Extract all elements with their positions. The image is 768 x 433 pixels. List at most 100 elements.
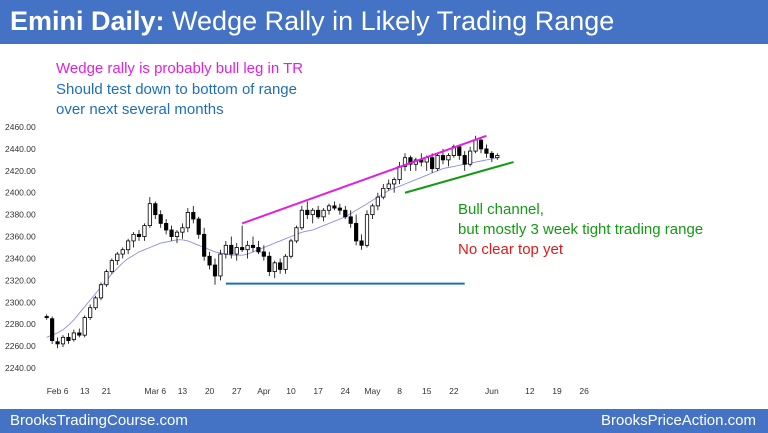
y-tick-label: 2460.00 <box>5 122 36 132</box>
bear-candle <box>457 146 462 156</box>
bear-candle <box>462 155 467 165</box>
title-bar: Emini Daily: Wedge Rally in Likely Tradi… <box>0 0 768 44</box>
bear-candle <box>478 139 484 150</box>
bear-candle <box>212 264 218 277</box>
bull-candle <box>326 205 332 211</box>
top-note-2-text: Should test down to bottom of range <box>56 81 297 98</box>
footer-left-link[interactable]: BrooksTradingCourse.com <box>10 412 188 429</box>
x-tick-label: 17 <box>313 386 323 396</box>
bull-candle <box>234 247 239 255</box>
bear-candle <box>77 332 82 336</box>
x-tick-label: 10 <box>286 386 296 396</box>
top-note-1: Wedge rally is probably bull leg in TR <box>56 58 303 79</box>
bull-candle <box>93 297 98 309</box>
bull-candle <box>174 231 180 237</box>
y-tick-label: 2320.00 <box>5 275 36 285</box>
bear-candle <box>354 222 359 242</box>
bull-candle <box>272 262 277 273</box>
bull-candle <box>392 179 397 185</box>
bear-candle <box>240 247 245 251</box>
x-tick-label: Jun <box>485 386 499 396</box>
y-tick-label: 2400.00 <box>5 188 36 198</box>
bull-candle <box>115 253 120 262</box>
bear-candle <box>359 240 364 246</box>
x-tick-label: 22 <box>449 386 459 396</box>
bull-candle <box>381 187 386 198</box>
x-tick-label: Feb 6 <box>47 386 69 396</box>
footer-right-link[interactable]: BrooksPriceAction.com <box>600 412 756 429</box>
right-note-2: but mostly 3 week tight trading range <box>458 219 703 240</box>
x-tick-label: 13 <box>80 386 90 396</box>
bull-candle <box>180 227 185 233</box>
bull-candle <box>321 209 326 218</box>
bull-candle <box>283 255 288 270</box>
bull-candle <box>386 183 391 189</box>
bull-candle <box>60 336 66 345</box>
x-tick-label: 20 <box>205 386 215 396</box>
bull-candle <box>142 225 147 237</box>
bear-candle <box>136 233 142 237</box>
bull-candle <box>375 196 380 207</box>
price-chart: 2240.00 2260.00 2280.00 2300.00 2320.00 2340.… <box>5 122 589 396</box>
bull-candle <box>71 332 76 340</box>
x-tick-label: 26 <box>579 386 589 396</box>
x-tick-label: Apr <box>257 386 270 396</box>
bear-candle <box>196 218 201 235</box>
bull-candle <box>218 253 223 277</box>
bear-candle <box>250 244 256 248</box>
right-note-1: Bull channel, <box>458 199 544 220</box>
footer-bar: BrooksTradingCourse.com BrooksPriceActio… <box>0 409 768 433</box>
bear-candle <box>66 336 71 342</box>
bull-candle <box>495 155 500 159</box>
x-tick-label: 24 <box>341 386 351 396</box>
bull-candle <box>126 240 131 251</box>
bear-candle <box>229 244 234 255</box>
x-tick-label: 8 <box>397 386 402 396</box>
bear-candle <box>316 209 321 218</box>
title-lead: Emini Daily: <box>10 6 165 36</box>
channel-trend-line <box>404 161 514 194</box>
x-tick-label: 15 <box>422 386 432 396</box>
bear-candle <box>256 247 261 253</box>
bull-candle <box>446 155 451 161</box>
y-tick-label: 2340.00 <box>5 253 36 263</box>
top-note-3: over next several months <box>56 99 224 120</box>
bull-candle <box>109 260 114 272</box>
bear-candle <box>408 157 413 165</box>
y-tick-label: 2240.00 <box>5 363 36 373</box>
bear-candle <box>305 209 310 216</box>
page-title: Emini Daily: Wedge Rally in Likely Tradi… <box>10 4 614 38</box>
y-tick-label: 2360.00 <box>5 232 36 242</box>
bear-candle <box>430 157 435 170</box>
wedge-trend-line <box>241 134 487 225</box>
x-tick-label: Mar 6 <box>144 386 166 396</box>
right-note-1-text: Bull channel, <box>458 201 544 218</box>
bear-candle <box>337 207 342 211</box>
top-note-3-text: over next several months <box>56 101 224 118</box>
bull-candle <box>402 157 408 167</box>
bull-candle <box>294 227 299 242</box>
x-tick-label: 19 <box>552 386 562 396</box>
bear-candle <box>158 214 163 224</box>
bear-candle <box>44 316 49 319</box>
bear-candle <box>440 155 446 161</box>
x-tick-label: 12 <box>525 386 535 396</box>
top-note-2: Should test down to bottom of range <box>56 79 297 100</box>
bull-candle <box>370 205 375 216</box>
bear-candle <box>261 251 266 257</box>
bull-candle <box>364 214 370 246</box>
bear-candle <box>489 152 494 159</box>
bull-candle <box>147 203 152 226</box>
bull-candle <box>245 244 250 251</box>
bear-candle <box>164 222 169 231</box>
x-tick-label: May <box>364 386 381 396</box>
bear-candle <box>55 341 60 345</box>
bull-candle <box>299 209 304 229</box>
bear-candle <box>348 216 353 224</box>
bull-candle <box>82 317 87 336</box>
x-tick-label: 13 <box>178 386 188 396</box>
right-note-3: No clear top yet <box>458 239 563 260</box>
bull-candle <box>185 212 190 229</box>
bull-candle <box>131 233 136 242</box>
bull-candle <box>98 284 104 299</box>
